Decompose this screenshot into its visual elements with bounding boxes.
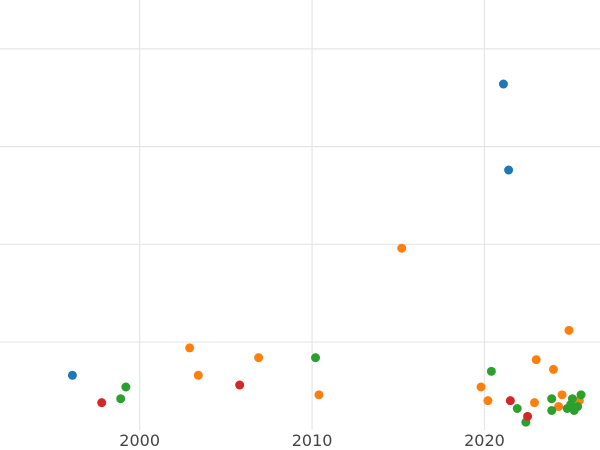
data-point (483, 396, 493, 406)
data-point (498, 79, 508, 89)
x-tick-label: 2000 (119, 431, 160, 450)
data-point (547, 394, 557, 404)
data-point (116, 394, 126, 404)
data-point (529, 398, 539, 408)
data-point (397, 243, 407, 253)
data-point (567, 394, 577, 404)
data-point (121, 382, 131, 392)
x-tick-labels: 2000 2010 2020 (119, 431, 505, 450)
data-point (486, 366, 496, 376)
data-point (185, 343, 195, 353)
data-point (97, 398, 107, 408)
data-point (311, 353, 321, 363)
data-point (547, 405, 557, 415)
data-point (504, 165, 514, 175)
data-point (254, 353, 264, 363)
data-point (531, 355, 541, 365)
data-point (573, 402, 583, 412)
data-point (523, 411, 533, 421)
data-point (193, 370, 203, 380)
data-point (67, 370, 77, 380)
data-point (564, 325, 574, 335)
data-points (67, 79, 586, 427)
data-point (576, 390, 586, 400)
data-point (554, 402, 564, 412)
x-tick-label: 2020 (464, 431, 505, 450)
x-tick-label: 2010 (292, 431, 333, 450)
data-point (235, 380, 245, 390)
data-point (512, 404, 522, 413)
data-point (314, 390, 324, 400)
data-point (548, 364, 558, 374)
grid (0, 0, 600, 430)
data-point (505, 396, 515, 406)
data-point (557, 390, 567, 400)
data-point (476, 382, 486, 392)
